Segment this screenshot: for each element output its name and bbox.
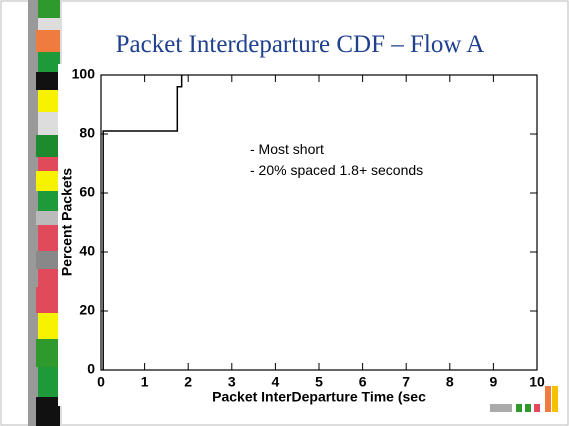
y-tick-label: 60 bbox=[79, 184, 95, 200]
x-tick-label: 8 bbox=[446, 374, 454, 390]
x-tick-label: 6 bbox=[359, 374, 367, 390]
cdf-line bbox=[102, 75, 183, 370]
x-tick-label: 5 bbox=[315, 374, 323, 390]
annotation: - Most short bbox=[250, 141, 324, 157]
y-tick-label: 40 bbox=[79, 243, 95, 259]
x-tick-label: 0 bbox=[97, 374, 105, 390]
chart-title: Packet Interdeparture CDF – Flow A bbox=[116, 31, 485, 58]
chart-panel bbox=[58, 64, 542, 406]
x-tick-label: 1 bbox=[141, 374, 149, 390]
y-tick-label: 20 bbox=[79, 302, 95, 318]
x-tick-label: 7 bbox=[402, 374, 410, 390]
y-axis-label: Percent Packets bbox=[59, 168, 75, 276]
x-tick-label: 9 bbox=[490, 374, 498, 390]
y-tick-label: 100 bbox=[72, 66, 96, 82]
side-strip bbox=[28, 0, 62, 426]
y-tick-label: 0 bbox=[87, 361, 95, 377]
x-tick-label: 2 bbox=[184, 374, 192, 390]
y-tick-label: 80 bbox=[79, 125, 95, 141]
x-tick-label: 3 bbox=[228, 374, 236, 390]
logo bbox=[490, 386, 558, 412]
x-axis-label: Packet InterDeparture Time (sec bbox=[212, 389, 426, 405]
x-tick-label: 4 bbox=[272, 374, 280, 390]
x-tick-label: 10 bbox=[529, 374, 545, 390]
annotation: - 20% spaced 1.8+ seconds bbox=[250, 162, 423, 178]
